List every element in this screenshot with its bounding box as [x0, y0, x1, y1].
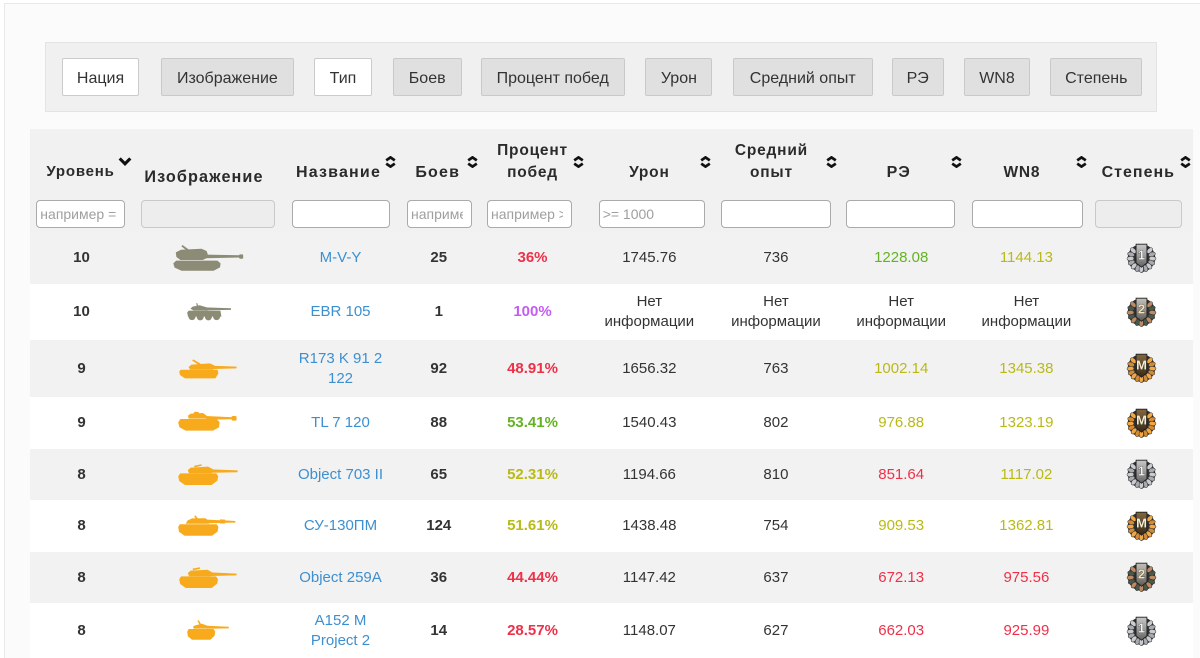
svg-text:2: 2 — [1138, 301, 1145, 316]
svg-text:M: M — [1136, 412, 1147, 427]
svg-text:1: 1 — [1138, 247, 1145, 262]
svg-text:M: M — [1136, 515, 1147, 530]
svg-text:1: 1 — [1138, 464, 1145, 479]
svg-text:2: 2 — [1138, 567, 1145, 582]
svg-text:M: M — [1136, 358, 1147, 373]
svg-text:1: 1 — [1138, 620, 1145, 635]
